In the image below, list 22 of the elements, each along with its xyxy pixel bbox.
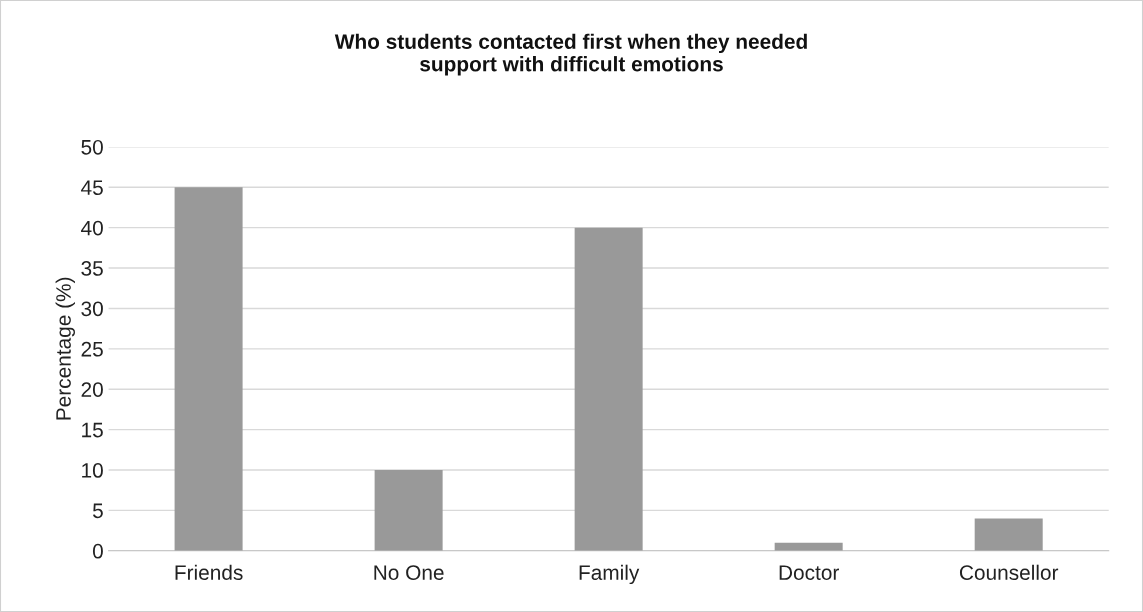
bar <box>174 187 243 551</box>
x-tick-label: Counsellor <box>959 564 1059 580</box>
bar <box>974 518 1043 551</box>
y-tick-label: 35 <box>81 261 103 276</box>
x-tick-label: Friends <box>175 564 243 580</box>
y-axis-title: Percentage (%) <box>55 277 75 420</box>
bar <box>374 470 443 551</box>
y-tick-label: 30 <box>81 301 103 317</box>
y-tick-label: 15 <box>82 422 103 438</box>
x-tick-label: Family <box>579 564 640 585</box>
y-tick-label: 45 <box>81 180 103 196</box>
chart-title: Who students contacted first when they needed support with difficult emotions <box>334 33 807 76</box>
y-tick-label: 40 <box>81 220 103 236</box>
bar <box>574 227 643 551</box>
y-tick-label: 20 <box>81 382 103 397</box>
x-tick-label: Doctor <box>779 565 840 580</box>
x-tick-label: No One <box>374 565 444 580</box>
y-tick-label: 5 <box>92 503 103 519</box>
y-tick-label: 10 <box>82 463 103 478</box>
y-tick-label: 0 <box>92 543 103 559</box>
y-tick-label: 25 <box>81 341 103 357</box>
y-tick-label: 50 <box>81 139 103 155</box>
